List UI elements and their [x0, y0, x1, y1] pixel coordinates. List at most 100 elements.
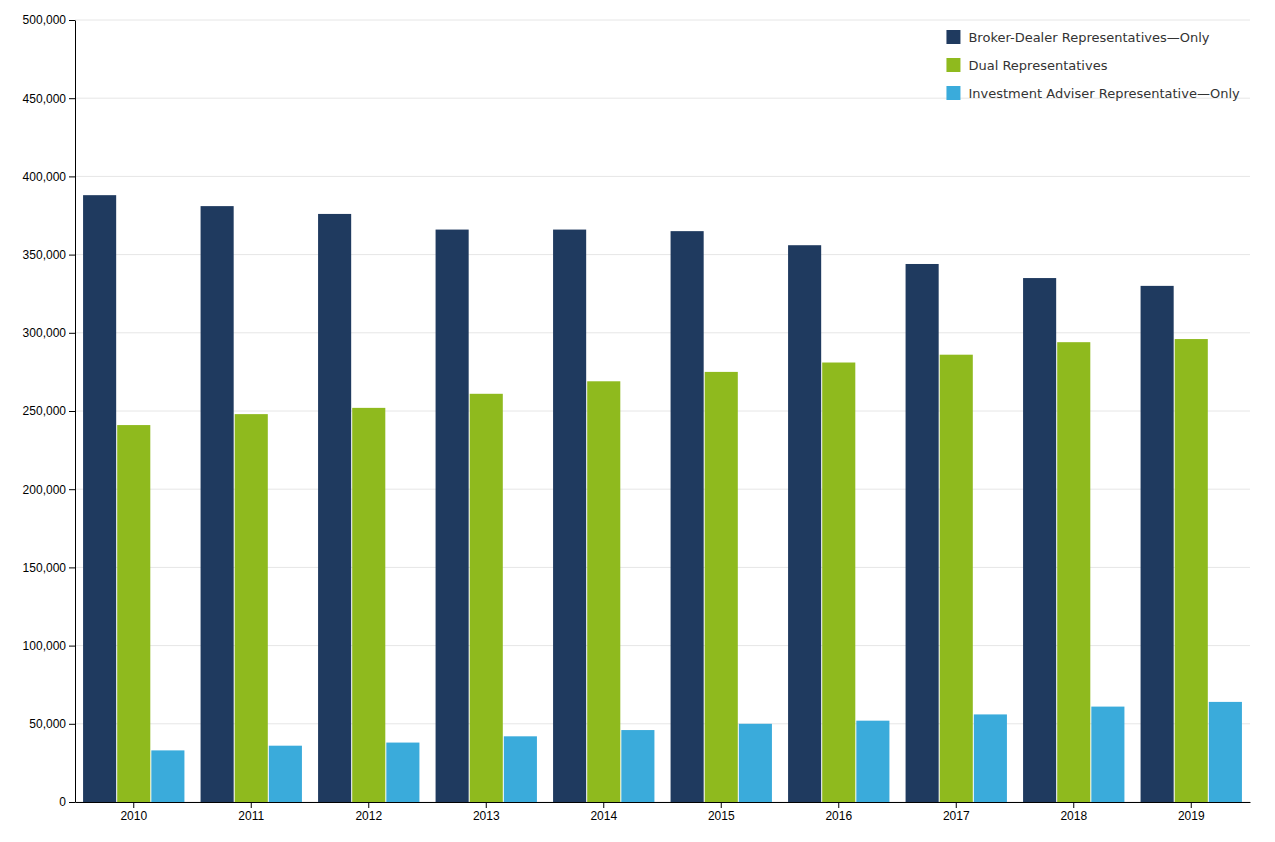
- bar: [856, 721, 889, 802]
- tick: 400,000: [23, 170, 75, 184]
- bar: [621, 730, 654, 802]
- bar: [117, 425, 150, 802]
- series: [151, 702, 1242, 802]
- tick-mark: [69, 20, 75, 21]
- tick-label: 2013: [473, 809, 500, 823]
- tick-mark: [838, 802, 839, 808]
- legend-item: Dual Representatives: [946, 58, 1107, 73]
- tick: 250,000: [23, 404, 75, 418]
- tick: 2013: [473, 802, 500, 823]
- bar: [1091, 707, 1124, 802]
- tick-mark: [69, 802, 75, 803]
- tick: 200,000: [23, 483, 75, 497]
- bar: [1141, 286, 1174, 802]
- tick: 2016: [825, 802, 852, 823]
- x-axis: 2010 2011 2012 2013 2014 2015 2016 2017 2018 2019: [76, 802, 1251, 823]
- bar: [822, 363, 855, 802]
- tick-mark: [69, 724, 75, 725]
- bar: [386, 743, 419, 802]
- grid: [75, 20, 1250, 802]
- tick-mark: [69, 98, 75, 99]
- tick: 150,000: [23, 561, 75, 575]
- tick-mark: [69, 489, 75, 490]
- legend-item: Investment Adviser Representative—Only: [946, 86, 1240, 101]
- tick-mark: [69, 646, 75, 647]
- tick-label: 200,000: [23, 483, 67, 497]
- bar: [470, 394, 503, 802]
- tick-mark: [69, 333, 75, 334]
- legend-label: Investment Adviser Representative—Only: [968, 86, 1240, 101]
- tick-label: 2011: [238, 809, 264, 823]
- bar: [436, 230, 469, 802]
- bar: [739, 724, 772, 802]
- legend: Broker-Dealer Representatives—Only Dual R…: [946, 30, 1240, 101]
- tick-mark: [251, 802, 252, 808]
- legend-swatch: [946, 86, 960, 100]
- tick-label: 100,000: [23, 639, 67, 653]
- tick-mark: [69, 176, 75, 177]
- tick: 2014: [590, 802, 617, 823]
- bar: [269, 746, 302, 802]
- bar: [83, 195, 116, 802]
- tick: 2010: [120, 802, 147, 823]
- tick-label: 300,000: [23, 326, 67, 340]
- tick-mark: [1191, 802, 1192, 808]
- tick-label: 2016: [825, 809, 852, 823]
- bar: [940, 355, 973, 802]
- tick-mark: [721, 802, 722, 808]
- tick-mark: [368, 802, 369, 808]
- tick: 2018: [1060, 802, 1087, 823]
- tick: 2012: [355, 802, 382, 823]
- tick: 2019: [1178, 802, 1205, 823]
- grid-line: [75, 176, 1250, 177]
- tick: 50,000: [29, 717, 75, 731]
- axis-line: [75, 21, 76, 803]
- tick: 450,000: [23, 92, 75, 106]
- tick: 350,000: [23, 248, 75, 262]
- bar: [906, 264, 939, 802]
- bar: [671, 231, 704, 802]
- bar: [235, 414, 268, 802]
- tick-label: 0: [59, 795, 66, 809]
- bar: [318, 214, 351, 802]
- tick-label: 2017: [943, 809, 970, 823]
- chart: 0 50,000 100,000 150,000 200,000 250,000 300,0…: [0, 0, 1275, 842]
- legend-swatch: [946, 30, 960, 44]
- bar: [504, 736, 537, 802]
- series: [83, 195, 1174, 802]
- bar: [705, 372, 738, 802]
- tick: 100,000: [23, 639, 75, 653]
- bar: [553, 230, 586, 802]
- legend-label: Broker-Dealer Representatives—Only: [968, 30, 1209, 45]
- tick-label: 2014: [590, 809, 617, 823]
- tick-label: 150,000: [23, 561, 67, 575]
- tick-mark: [956, 802, 957, 808]
- grid-line: [75, 254, 1250, 255]
- tick: 2015: [708, 802, 735, 823]
- tick-mark: [69, 411, 75, 412]
- bar: [201, 206, 234, 802]
- bar: [587, 381, 620, 802]
- tick-label: 2019: [1178, 809, 1205, 823]
- bar: [788, 245, 821, 802]
- grid-line: [75, 20, 1250, 21]
- tick-mark: [1073, 802, 1074, 808]
- tick: 2011: [238, 802, 264, 823]
- tick-label: 2010: [120, 809, 147, 823]
- legend-item: Broker-Dealer Representatives—Only: [946, 30, 1209, 45]
- tick: 300,000: [23, 326, 75, 340]
- tick: 0: [59, 795, 75, 809]
- legend-swatch: [946, 58, 960, 72]
- bar: [1057, 342, 1090, 802]
- bar: [1023, 278, 1056, 802]
- tick-label: 50,000: [29, 717, 66, 731]
- tick-mark: [603, 802, 604, 808]
- tick-label: 450,000: [23, 92, 67, 106]
- tick-label: 2018: [1060, 809, 1087, 823]
- bar: [1209, 702, 1242, 802]
- tick-mark: [133, 802, 134, 808]
- tick-mark: [486, 802, 487, 808]
- legend-label: Dual Representatives: [968, 58, 1107, 73]
- tick-label: 500,000: [23, 13, 67, 27]
- y-axis: 0 50,000 100,000 150,000 200,000 250,000 300,0…: [23, 13, 76, 809]
